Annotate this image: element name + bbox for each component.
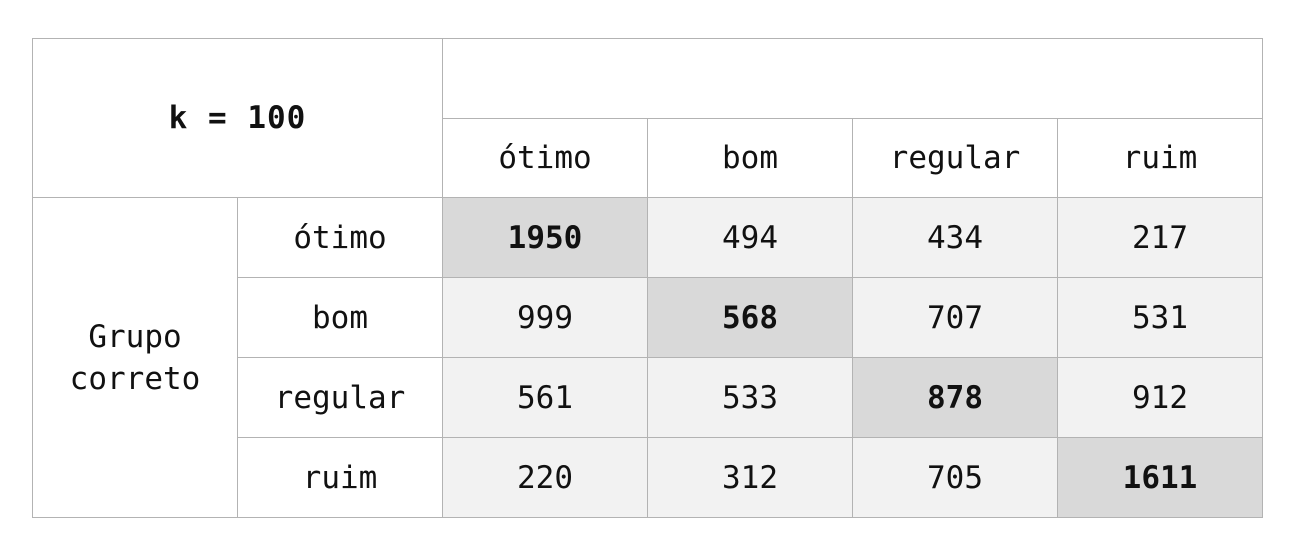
- row-header: ótimo: [237, 197, 443, 278]
- column-header: ótimo: [442, 118, 648, 198]
- matrix-cell: 1950: [442, 197, 648, 278]
- row-group-label-text: Grupo correto: [69, 318, 201, 397]
- matrix-cell: 999: [442, 277, 648, 358]
- row-group-label: Grupo correto: [32, 197, 238, 518]
- confusion-matrix-table: k = 100 ótimo bom regular ruim Grupo cor…: [32, 38, 1263, 518]
- row-header: ruim: [237, 437, 443, 518]
- k-value-label: k = 100: [32, 38, 443, 198]
- matrix-cell: 312: [647, 437, 853, 518]
- matrix-cell: 533: [647, 357, 853, 438]
- matrix-cell: 220: [442, 437, 648, 518]
- matrix-cell: 707: [852, 277, 1058, 358]
- matrix-cell: 568: [647, 277, 853, 358]
- matrix-cell: 494: [647, 197, 853, 278]
- row-header: bom: [237, 277, 443, 358]
- matrix-cell: 434: [852, 197, 1058, 278]
- column-header: bom: [647, 118, 853, 198]
- matrix-cell: 705: [852, 437, 1058, 518]
- column-header: ruim: [1057, 118, 1263, 198]
- matrix-cell: 878: [852, 357, 1058, 438]
- matrix-cell: 561: [442, 357, 648, 438]
- matrix-cell: 217: [1057, 197, 1263, 278]
- matrix-cell: 912: [1057, 357, 1263, 438]
- row-header: regular: [237, 357, 443, 438]
- column-header: regular: [852, 118, 1058, 198]
- matrix-cell: 1611: [1057, 437, 1263, 518]
- matrix-cell: 531: [1057, 277, 1263, 358]
- predicted-group-header: [442, 38, 1263, 119]
